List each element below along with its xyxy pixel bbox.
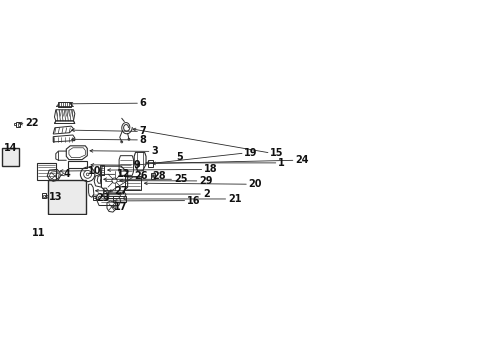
Text: 10: 10: [88, 166, 102, 176]
Bar: [13, 243, 15, 247]
Text: 14: 14: [4, 143, 18, 153]
Text: 18: 18: [203, 165, 217, 175]
Text: 3: 3: [151, 147, 158, 156]
Bar: [19, 247, 21, 252]
Text: 23: 23: [96, 193, 109, 203]
Text: 2: 2: [203, 189, 209, 199]
Text: 8: 8: [140, 135, 146, 145]
Text: 26: 26: [134, 171, 148, 181]
Bar: [8, 248, 11, 251]
Text: 27: 27: [114, 186, 128, 196]
Text: 19: 19: [244, 148, 257, 158]
Text: 6: 6: [140, 98, 146, 108]
Text: 1: 1: [278, 158, 285, 168]
Text: 21: 21: [227, 194, 241, 204]
Bar: [2, 148, 19, 166]
Text: 28: 28: [152, 171, 165, 181]
Text: 5: 5: [176, 152, 183, 162]
Text: 29: 29: [199, 176, 212, 186]
Text: 24: 24: [295, 155, 308, 165]
Text: 9: 9: [133, 160, 140, 170]
Text: 15: 15: [270, 148, 283, 158]
Text: 7: 7: [140, 126, 146, 136]
Text: 16: 16: [186, 195, 200, 206]
Bar: [17, 244, 22, 247]
Text: 12: 12: [117, 169, 130, 179]
Bar: [48, 180, 85, 213]
Text: 13: 13: [49, 192, 62, 202]
Bar: [13, 248, 17, 251]
Text: 25: 25: [174, 174, 187, 184]
Bar: [8, 244, 12, 247]
Text: 22: 22: [25, 118, 39, 128]
Text: 20: 20: [248, 179, 262, 189]
Text: 17: 17: [114, 202, 127, 212]
Text: 4: 4: [64, 169, 71, 179]
Text: 11: 11: [31, 228, 45, 238]
